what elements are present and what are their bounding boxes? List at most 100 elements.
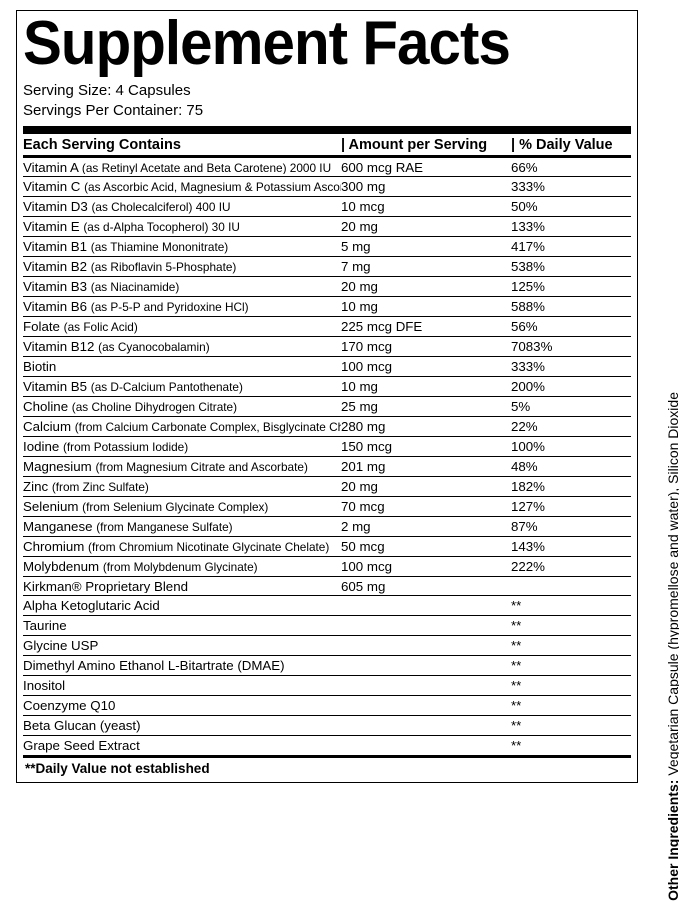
nutrient-name: Vitamin B1 bbox=[23, 240, 87, 254]
nutrient-form: (from Calcium Carbonate Complex, Bisglyc… bbox=[75, 420, 341, 434]
nutrient-name-cell: Glycine USP bbox=[23, 639, 341, 653]
nutrient-amount: 5 mg bbox=[341, 240, 511, 254]
nutrient-dv: 50% bbox=[511, 200, 631, 214]
nutrient-name: Selenium bbox=[23, 500, 78, 514]
nutrient-form: (from Magnesium Citrate and Ascorbate) bbox=[95, 460, 307, 474]
nutrient-name: Kirkman® Proprietary Blend bbox=[23, 580, 188, 594]
nutrient-name-cell: Folate (as Folic Acid) bbox=[23, 320, 341, 334]
table-row: Biotin100 mcg333% bbox=[23, 357, 631, 377]
nutrient-dv: 538% bbox=[511, 260, 631, 274]
nutrient-name: Vitamin B2 bbox=[23, 260, 87, 274]
nutrient-amount: 10 mcg bbox=[341, 200, 511, 214]
servings-per-label: Servings Per Container: bbox=[23, 102, 182, 119]
nutrient-name-cell: Magnesium (from Magnesium Citrate and As… bbox=[23, 460, 341, 474]
nutrient-dv: 143% bbox=[511, 540, 631, 554]
nutrient-form: (as Thiamine Mononitrate) bbox=[91, 240, 228, 254]
nutrient-name: Coenzyme Q10 bbox=[23, 699, 115, 713]
table-row: Vitamin D3 (as Cholecalciferol) 400 IU10… bbox=[23, 197, 631, 217]
nutrient-dv: 417% bbox=[511, 240, 631, 254]
nutrient-name: Magnesium bbox=[23, 460, 92, 474]
nutrient-dv: ** bbox=[511, 639, 631, 653]
table-row: Iodine (from Potassium Iodide)150 mcg100… bbox=[23, 437, 631, 457]
table-row: Vitamin B1 (as Thiamine Mononitrate)5 mg… bbox=[23, 237, 631, 257]
top-thick-rule bbox=[23, 126, 631, 134]
nutrient-amount: 20 mg bbox=[341, 280, 511, 294]
nutrient-name: Vitamin B6 bbox=[23, 300, 87, 314]
nutrient-dv: ** bbox=[511, 739, 631, 753]
nutrient-name: Choline bbox=[23, 400, 68, 414]
nutrient-name-cell: Vitamin B1 (as Thiamine Mononitrate) bbox=[23, 240, 341, 254]
nutrient-name-cell: Dimethyl Amino Ethanol L-Bitartrate (DMA… bbox=[23, 659, 341, 673]
nutrient-name: Alpha Ketoglutaric Acid bbox=[23, 599, 160, 613]
nutrient-name-cell: Vitamin B3 (as Niacinamide) bbox=[23, 280, 341, 294]
nutrient-dv: ** bbox=[511, 659, 631, 673]
nutrient-name: Vitamin E bbox=[23, 220, 80, 234]
table-row: Coenzyme Q10 ** bbox=[23, 696, 631, 716]
table-row: Vitamin B6 (as P-5-P and Pyridoxine HCl)… bbox=[23, 297, 631, 317]
table-row: Alpha Ketoglutaric Acid ** bbox=[23, 596, 631, 616]
serving-size-label: Serving Size: bbox=[23, 82, 111, 99]
nutrient-dv: 125% bbox=[511, 280, 631, 294]
nutrient-dv: ** bbox=[511, 699, 631, 713]
nutrient-name-cell: Choline (as Choline Dihydrogen Citrate) bbox=[23, 400, 341, 414]
nutrient-name: Vitamin B3 bbox=[23, 280, 87, 294]
table-row: Calcium (from Calcium Carbonate Complex,… bbox=[23, 417, 631, 437]
nutrient-name-cell: Kirkman® Proprietary Blend bbox=[23, 580, 341, 594]
nutrient-form: (from Potassium Iodide) bbox=[63, 440, 188, 454]
nutrient-form: (as Cholecalciferol) 400 IU bbox=[92, 200, 231, 214]
nutrient-amount: 25 mg bbox=[341, 400, 511, 414]
nutrient-dv: 182% bbox=[511, 480, 631, 494]
table-row: Glycine USP ** bbox=[23, 636, 631, 656]
nutrient-dv: 333% bbox=[511, 180, 631, 194]
nutrient-dv: 588% bbox=[511, 300, 631, 314]
nutrient-name-cell: Manganese (from Manganese Sulfate) bbox=[23, 520, 341, 534]
nutrient-name-cell: Vitamin B6 (as P-5-P and Pyridoxine HCl) bbox=[23, 300, 341, 314]
nutrient-form: (as Choline Dihydrogen Citrate) bbox=[72, 400, 237, 414]
nutrient-name: Folate bbox=[23, 320, 60, 334]
table-row: Vitamin A (as Retinyl Acetate and Beta C… bbox=[23, 158, 631, 178]
servings-per-value: 75 bbox=[186, 102, 203, 119]
nutrient-dv: ** bbox=[511, 679, 631, 693]
table-row: Vitamin B12 (as Cyanocobalamin)170 mcg70… bbox=[23, 337, 631, 357]
nutrient-amount: 300 mg bbox=[341, 180, 511, 194]
other-ingredients-label: Other Ingredients: bbox=[665, 780, 679, 901]
nutrient-amount: 50 mcg bbox=[341, 540, 511, 554]
table-row: Dimethyl Amino Ethanol L-Bitartrate (DMA… bbox=[23, 656, 631, 676]
nutrient-name-cell: Coenzyme Q10 bbox=[23, 699, 341, 713]
nutrient-amount: 10 mg bbox=[341, 300, 511, 314]
nutrient-amount: 600 mcg RAE bbox=[341, 161, 511, 175]
nutrient-name-cell: Selenium (from Selenium Glycinate Comple… bbox=[23, 500, 341, 514]
nutrient-form: (from Molybdenum Glycinate) bbox=[103, 560, 258, 574]
nutrient-amount: 20 mg bbox=[341, 480, 511, 494]
nutrient-form: (as Retinyl Acetate and Beta Carotene) 2… bbox=[82, 161, 331, 175]
nutrient-rows: Vitamin A (as Retinyl Acetate and Beta C… bbox=[23, 158, 631, 756]
other-ingredients: Other Ingredients: Vegetarian Capsule (h… bbox=[665, 392, 679, 901]
table-row: Folate (as Folic Acid)225 mcg DFE56% bbox=[23, 317, 631, 337]
nutrient-dv: 100% bbox=[511, 440, 631, 454]
nutrient-name-cell: Grape Seed Extract bbox=[23, 739, 341, 753]
nutrient-form: (as Cyanocobalamin) bbox=[98, 340, 209, 354]
nutrient-amount: 10 mg bbox=[341, 380, 511, 394]
nutrient-name-cell: Molybdenum (from Molybdenum Glycinate) bbox=[23, 560, 341, 574]
nutrient-dv: ** bbox=[511, 599, 631, 613]
nutrient-name: Dimethyl Amino Ethanol L-Bitartrate (DMA… bbox=[23, 659, 285, 673]
nutrient-name-cell: Vitamin A (as Retinyl Acetate and Beta C… bbox=[23, 161, 341, 175]
nutrient-amount: 201 mg bbox=[341, 460, 511, 474]
nutrient-name: Zinc bbox=[23, 480, 48, 494]
nutrient-name: Grape Seed Extract bbox=[23, 739, 140, 753]
nutrient-name: Beta Glucan (yeast) bbox=[23, 719, 141, 733]
table-row: Vitamin B5 (as D-Calcium Pantothenate)10… bbox=[23, 377, 631, 397]
servings-per-line: Servings Per Container: 75 bbox=[23, 101, 631, 121]
nutrient-name-cell: Vitamin B5 (as D-Calcium Pantothenate) bbox=[23, 380, 341, 394]
nutrient-dv: 200% bbox=[511, 380, 631, 394]
nutrient-dv: 22% bbox=[511, 420, 631, 434]
nutrient-form: (from Zinc Sulfate) bbox=[52, 480, 149, 494]
nutrient-form: (from Selenium Glycinate Complex) bbox=[82, 500, 268, 514]
nutrient-name: Iodine bbox=[23, 440, 59, 454]
nutrient-name: Vitamin B5 bbox=[23, 380, 87, 394]
table-row: Magnesium (from Magnesium Citrate and As… bbox=[23, 457, 631, 477]
nutrient-name: Calcium bbox=[23, 420, 71, 434]
nutrient-amount: 2 mg bbox=[341, 520, 511, 534]
nutrient-name-cell: Vitamin C (as Ascorbic Acid, Magnesium &… bbox=[23, 180, 341, 194]
serving-size-value: 4 Capsules bbox=[116, 82, 191, 99]
